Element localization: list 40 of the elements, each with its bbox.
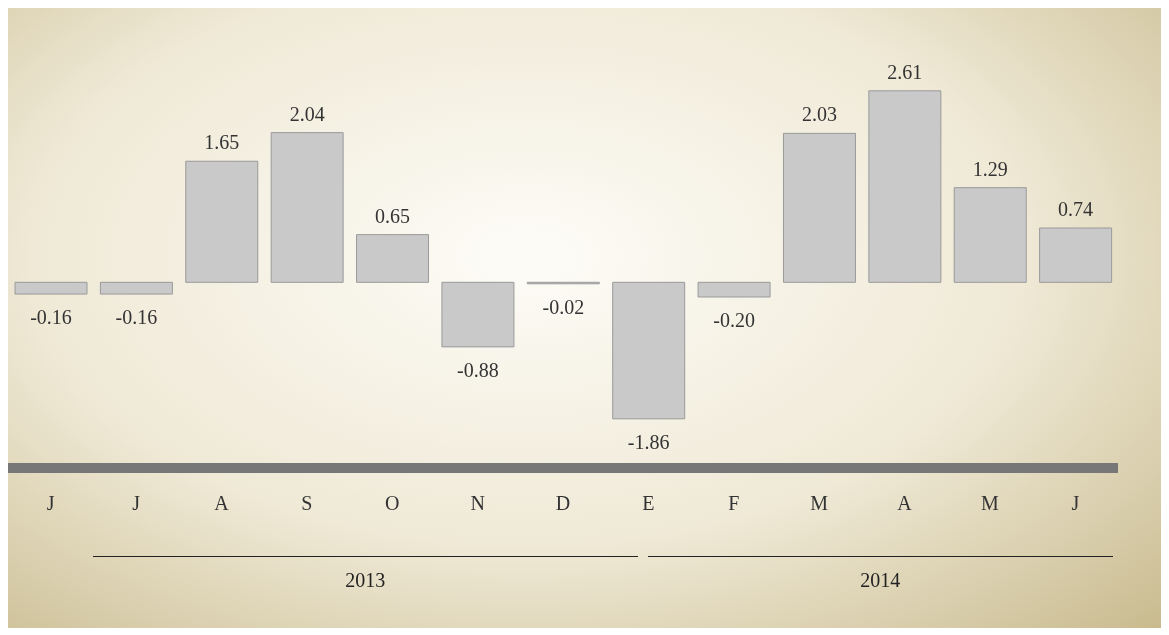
data-label: 2.61: [887, 60, 923, 83]
data-label: -0.16: [115, 306, 158, 329]
bar: [868, 90, 942, 283]
data-label: -0.88: [457, 358, 499, 381]
data-label: -0.02: [542, 295, 585, 318]
x-tick-label: J: [1071, 492, 1080, 515]
data-label: -0.16: [30, 306, 72, 329]
x-tick-label: M: [981, 492, 1000, 515]
x-tick-label: S: [301, 492, 313, 515]
bar: [612, 281, 686, 420]
x-tick-label: N: [470, 492, 485, 515]
x-tick-label: E: [642, 492, 655, 515]
bar: [14, 281, 88, 295]
x-tick-label: D: [555, 492, 571, 515]
x-tick-label: J: [132, 492, 141, 515]
data-label: -0.20: [713, 308, 755, 331]
data-label: 0.74: [1058, 198, 1094, 221]
x-tick-label: F: [728, 492, 740, 515]
x-tick-label: A: [214, 492, 230, 515]
data-label: 1.65: [204, 131, 240, 154]
data-label: 0.65: [375, 204, 411, 227]
data-label: -1.86: [627, 430, 670, 453]
bar: [1039, 227, 1113, 283]
x-tick-label: M: [810, 492, 829, 515]
x-tick-label: O: [385, 492, 400, 515]
bar: [185, 160, 259, 283]
bar: [270, 132, 344, 283]
bar: [99, 281, 173, 295]
x-tick-label: J: [46, 492, 55, 515]
text: 2014: [859, 569, 902, 592]
bar: [356, 234, 430, 283]
data-label: 2.03: [801, 103, 837, 126]
x-tick-label: A: [897, 492, 913, 515]
text: 2013: [344, 569, 387, 592]
bar: [441, 281, 515, 348]
data-label: 2.04: [289, 102, 325, 125]
data-label: 1.29: [972, 157, 1008, 180]
bar: [782, 132, 856, 283]
bar: [697, 281, 771, 298]
bar: [953, 187, 1027, 283]
